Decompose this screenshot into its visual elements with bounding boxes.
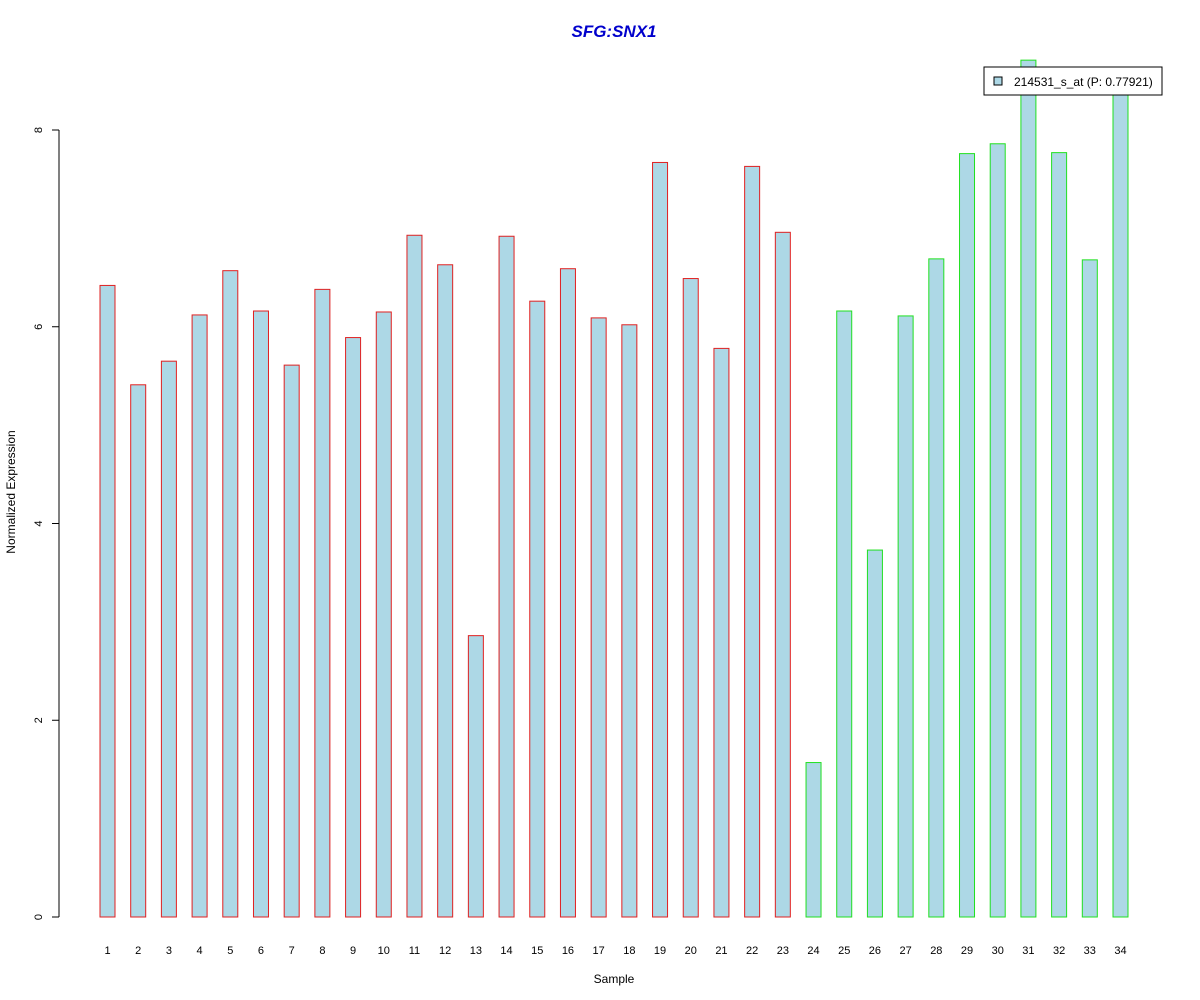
bar-sample-10 [375,311,392,918]
x-tick-label: 31 [1022,945,1034,957]
x-tick-label: 14 [500,945,512,957]
x-tick-label: 25 [838,945,850,957]
bar-sample-1 [99,284,116,918]
x-tick-label: 28 [930,945,942,957]
bar-sample-27 [897,315,914,918]
bar-sample-26 [866,549,883,918]
y-tick-label: 0 [33,914,45,920]
bar-sample-20 [682,278,699,918]
bar-sample-11 [406,234,423,918]
bar-sample-34 [1112,82,1129,918]
x-tick-label: 29 [961,945,973,957]
bar-sample-29 [959,153,976,918]
bar-sample-4 [191,314,208,918]
x-tick-label: 32 [1053,945,1065,957]
bar-sample-18 [621,324,638,918]
x-tick-label: 22 [746,945,758,957]
legend-label: 214531_s_at (P: 0.77921) [1014,75,1153,89]
bar-sample-23 [774,231,791,918]
bar-sample-21 [713,347,730,918]
bar-sample-28 [928,258,945,918]
x-tick-label: 20 [685,945,697,957]
bar-sample-17 [590,317,607,918]
bar-sample-31 [1020,59,1037,918]
x-tick-label: 11 [409,945,420,957]
legend: 214531_s_at (P: 0.77921) [983,66,1163,96]
bar-sample-7 [283,364,300,918]
legend-box [983,66,1163,96]
bar-sample-5 [222,270,239,918]
x-tick-label: 15 [531,945,543,957]
bar-sample-8 [314,288,331,918]
x-tick-label: 1 [104,945,110,957]
y-tick-label: 6 [33,324,45,330]
bar-sample-6 [252,310,269,918]
x-tick-label: 21 [715,945,727,957]
bar-sample-32 [1051,152,1068,918]
x-tick-label: 33 [1084,945,1096,957]
y-tick-label: 8 [33,127,45,133]
x-tick-label: 4 [197,945,203,957]
x-tick-label: 18 [623,945,635,957]
x-tick-label: 9 [350,945,356,957]
bar-sample-19 [652,161,669,918]
bar-sample-25 [836,310,853,918]
x-tick-label: 8 [319,945,325,957]
bar-sample-15 [529,300,546,918]
y-axis: 0 2 4 6 8 [33,127,60,920]
bar-sample-30 [989,143,1006,918]
legend-swatch [993,76,1003,86]
bar-sample-14 [498,235,515,918]
x-tick-label: 10 [378,945,390,957]
x-tick-label: 27 [899,945,911,957]
bar-sample-9 [345,337,362,918]
x-tick-label: 23 [777,945,789,957]
y-axis-label: Normalized Expression [4,430,18,553]
bar-sample-2 [130,384,147,918]
x-tick-label: 34 [1114,945,1126,957]
bar-sample-16 [559,268,576,918]
bars [99,59,1129,918]
y-tick-label: 2 [33,717,45,723]
x-tick-label: 24 [807,945,819,957]
x-tick-label: 6 [258,945,264,957]
x-tick-label: 13 [470,945,482,957]
x-tick-label: 30 [992,945,1004,957]
bar-sample-22 [744,165,761,918]
x-tick-label: 5 [227,945,233,957]
x-tick-label: 2 [135,945,141,957]
bar-sample-13 [467,635,484,918]
x-axis-label: Sample [594,972,635,986]
x-tick-label: 7 [289,945,295,957]
bar-sample-33 [1081,259,1098,918]
x-tick-label: 17 [593,945,605,957]
bar-sample-3 [160,360,177,918]
x-tick-label: 19 [654,945,666,957]
x-tick-labels: 1 2 3 4 5 6 7 8 9 10 11 12 13 14 15 16 17 18 19 20 21 22 23 24 2… [104,945,1126,957]
chart-title: SFG:SNX1 [571,22,656,41]
bar-sample-24 [805,762,822,918]
x-tick-label: 16 [562,945,574,957]
y-tick-label: 4 [33,520,45,526]
x-tick-label: 3 [166,945,172,957]
x-tick-label: 26 [869,945,881,957]
x-tick-label: 12 [439,945,451,957]
bar-sample-12 [437,264,454,918]
